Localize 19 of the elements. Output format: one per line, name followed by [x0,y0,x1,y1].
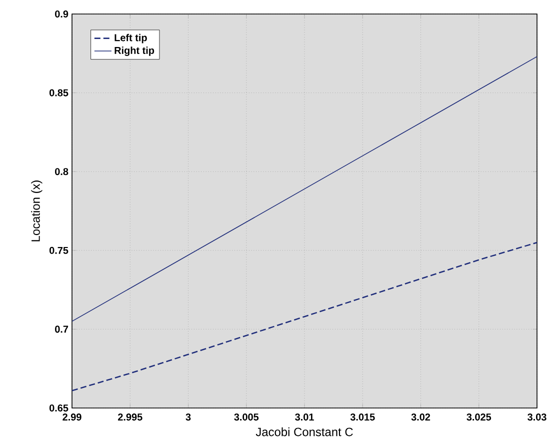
legend-label: Left tip [114,34,147,44]
y-tick-label: 0.65 [49,404,68,412]
y-tick-label: 0.85 [49,89,68,96]
y-tick-label: 0.8 [55,168,68,176]
y-tick-label: 0.9 [55,10,68,18]
x-tick-label: 3.005 [234,414,259,421]
x-tick-label: 2.99 [62,414,82,421]
x-tick-label: 3.015 [350,414,375,421]
y-tick-label: 0.75 [49,246,68,254]
x-tick-label: 2.995 [118,414,142,421]
x-tick-label: 3.025 [466,414,492,421]
x-tick-label: 3 [186,414,191,421]
x-tick-label: 3.02 [411,414,430,421]
x-tick-label: 3.03 [528,414,546,421]
y-tick-label: 0.7 [55,326,68,333]
legend-label: Right tip [114,46,154,56]
x-axis-title: Jacobi Constant C [256,427,353,436]
x-tick-label: 3.01 [295,414,314,421]
y-axis-title: Location (x) [31,180,42,242]
